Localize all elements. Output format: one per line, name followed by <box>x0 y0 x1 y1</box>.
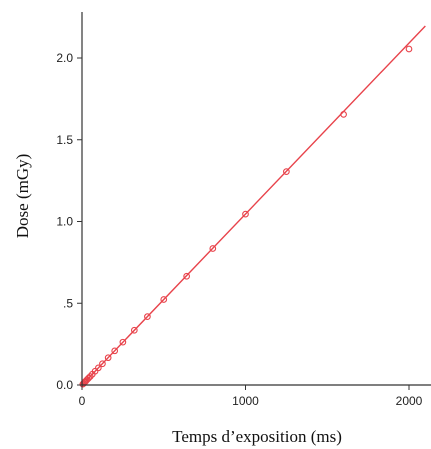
y-axis-ticks: 0.0 .5 1.0 1.5 2.0 <box>56 51 82 392</box>
x-tick-label: 1000 <box>232 394 259 408</box>
data-point <box>144 313 151 321</box>
y-tick-label: 1.5 <box>56 133 73 147</box>
fit-line <box>81 25 426 386</box>
data-point <box>183 272 190 280</box>
y-tick-label: 1.0 <box>56 215 73 229</box>
y-tick-label: 0.0 <box>56 378 73 392</box>
y-axis-title: Dose (mGy) <box>13 154 32 239</box>
x-tick-label: 2000 <box>396 394 423 408</box>
y-tick-label: .5 <box>63 296 73 310</box>
data-point <box>209 245 217 252</box>
y-tick-label: 2.0 <box>56 51 73 65</box>
data-point <box>283 168 290 175</box>
data-point <box>405 45 413 53</box>
data-point <box>99 360 106 368</box>
data-point <box>119 338 127 346</box>
x-axis-ticks: 0 1000 2000 <box>79 385 423 408</box>
data-point <box>242 210 249 218</box>
data-point <box>94 364 102 372</box>
x-tick-label: 0 <box>79 394 86 408</box>
data-point <box>85 374 92 382</box>
data-point <box>340 111 347 118</box>
data-point <box>160 296 168 303</box>
data-point <box>104 354 112 362</box>
x-axis-title: Temps d’exposition (ms) <box>172 427 342 446</box>
data-point <box>111 347 119 355</box>
plot-area <box>79 25 426 388</box>
data-point <box>130 326 138 334</box>
